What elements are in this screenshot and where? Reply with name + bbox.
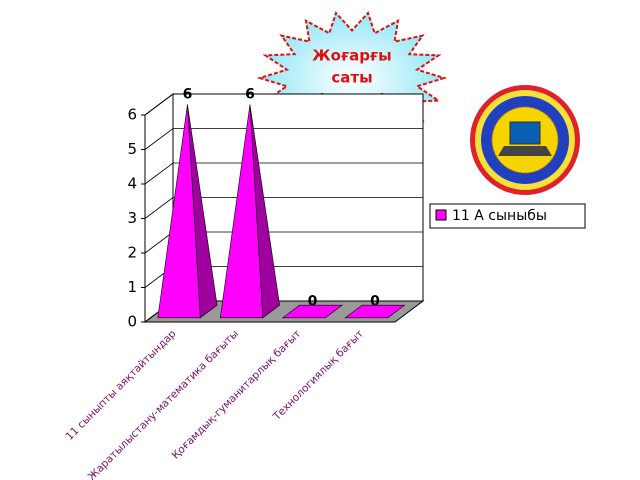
pyramid-face: [219, 104, 264, 319]
legend-label: 11 А сыныбы: [452, 208, 547, 224]
grid-line: [144, 128, 423, 150]
annotation-line: Жоғарғы: [312, 47, 391, 65]
y-tick-label: 6: [127, 106, 137, 124]
legend-box: [429, 203, 586, 229]
data-label: 6: [183, 87, 193, 103]
data-label: 0: [308, 294, 318, 310]
y-tick-label: 1: [127, 278, 137, 296]
grid-line: [144, 162, 423, 185]
y-tick-label: 5: [127, 140, 137, 158]
logo-laptop: [498, 146, 552, 156]
pyramid: [157, 104, 218, 319]
legend-swatch: [435, 209, 447, 221]
logo: [470, 85, 580, 195]
grid-line: [144, 93, 423, 116]
data-label: 0: [370, 294, 380, 310]
pyramid: [219, 104, 280, 319]
pyramid-base: [281, 304, 344, 319]
pyramid-face: [157, 104, 201, 319]
x-tick-label: Қоғамдық-гуманитарлық бағыт: [170, 328, 304, 462]
annotation-line: саты: [331, 69, 372, 87]
y-tick-label: 0: [127, 313, 137, 331]
y-tick-label: 3: [127, 209, 137, 227]
pyramid-base: [344, 304, 406, 319]
y-tick-label: 2: [127, 244, 137, 262]
grid-line: [144, 197, 423, 219]
data-label: 6: [245, 87, 255, 103]
x-tick-label: 11 сыныпты аяқтайтындар: [63, 328, 178, 443]
logo-laptop: [509, 121, 541, 145]
y-tick-label: 4: [127, 175, 137, 193]
